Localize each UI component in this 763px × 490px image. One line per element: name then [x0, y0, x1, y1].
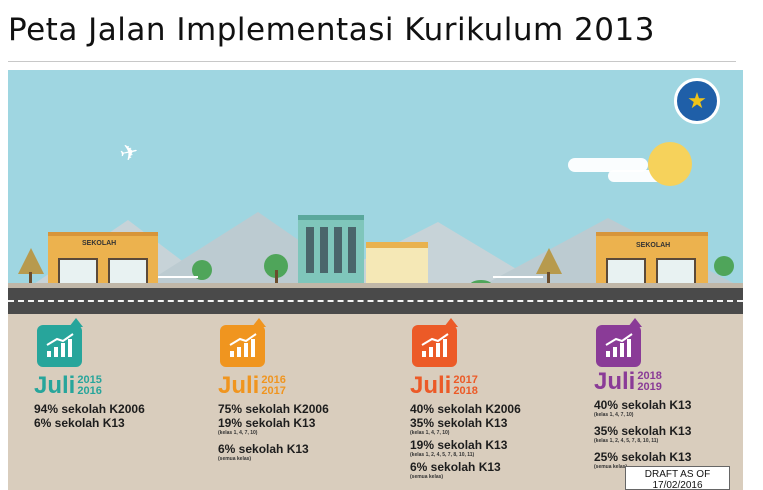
stat-sub: (kelas 1, 4, 7, 10): [410, 430, 450, 436]
stat-sub: (kelas 1, 4, 7, 10): [594, 412, 634, 418]
sidewalk: [8, 283, 743, 289]
stat-line: 25% sekolah K13: [594, 450, 692, 464]
stat-line: 6% sekolah K13: [410, 460, 501, 474]
growth-chart-icon: [596, 318, 642, 367]
phase-4-date: Juli 2018 2019: [594, 368, 662, 396]
school-sign: SEKOLAH: [82, 240, 117, 247]
stat-line: 19% sekolah K13: [410, 438, 508, 452]
stat-line: 75% sekolah K2006: [218, 402, 329, 416]
page-title: Peta Jalan Implementasi Kurikulum 2013: [8, 12, 655, 48]
stat-line: 6% sekolah K13: [34, 416, 125, 430]
phase-2-date: Juli 2016 2017: [218, 372, 286, 400]
tree: [192, 260, 212, 280]
stat-line: 94% sekolah K2006: [34, 402, 145, 416]
year-end: 2016: [77, 385, 102, 397]
stat-line: 35% sekolah K13: [594, 424, 692, 438]
stat-sub: (kelas 1, 4, 7, 10): [218, 430, 258, 436]
stat-line: 40% sekolah K2006: [410, 402, 521, 416]
school-sign: SEKOLAH: [636, 242, 671, 249]
ministry-logo: ★: [674, 78, 720, 124]
title-divider: [8, 61, 736, 62]
juli-label: Juli: [218, 372, 260, 399]
tree-trunk: [275, 270, 278, 286]
year-start: 2015: [77, 374, 102, 386]
roadmap-illustration: ✈ ★ SEKOLAH SEKOLAH: [8, 70, 743, 490]
phase-2-stats: 75% sekolah K2006 19% sekolah K13 (kelas…: [218, 402, 329, 464]
stat-line: 35% sekolah K13: [410, 416, 508, 430]
juli-label: Juli: [594, 368, 636, 395]
building-windows: [306, 227, 356, 273]
school-window: [108, 258, 148, 287]
stat-line: 6% sekolah K13: [218, 442, 309, 456]
year-start: 2016: [261, 374, 286, 386]
stat-line: 40% sekolah K13: [594, 398, 692, 412]
shop-building: [366, 242, 428, 287]
stat-sub: (semua kelas): [410, 474, 444, 480]
phase-1-date: Juli 2015 2016: [34, 372, 102, 400]
draft-stamp: DRAFT AS OF 17/02/2016: [625, 466, 730, 490]
year-start: 2017: [453, 374, 478, 386]
growth-chart-icon: [412, 318, 458, 367]
school-window: [58, 258, 98, 287]
sun-illustration: [648, 142, 692, 186]
growth-chart-icon: [37, 318, 83, 367]
year-start: 2018: [637, 370, 662, 382]
stat-line: 19% sekolah K13: [218, 416, 316, 430]
phase-4-stats: 40% sekolah K13 (kelas 1, 4, 7, 10) 35% …: [594, 398, 691, 472]
tree: [536, 248, 562, 286]
road-marking: [8, 300, 743, 302]
cloud: [568, 158, 648, 172]
juli-label: Juli: [410, 372, 452, 399]
year-end: 2017: [261, 385, 286, 397]
growth-chart-icon: [220, 318, 266, 367]
phase-3-date: Juli 2017 2018: [410, 372, 478, 400]
phase-1-stats: 94% sekolah K2006 6% sekolah K13: [34, 402, 145, 430]
stat-sub: (kelas 1, 2, 4, 5, 7, 8, 10, 11): [594, 438, 659, 444]
stat-sub: (semua kelas): [594, 464, 628, 470]
year-end: 2019: [637, 381, 662, 393]
tree: [714, 256, 734, 276]
stat-sub: (kelas 1, 2, 4, 5, 7, 8, 10, 11): [410, 452, 475, 458]
phase-3-stats: 40% sekolah K2006 35% sekolah K13 (kelas…: [410, 402, 521, 482]
tree: [18, 248, 44, 286]
stat-sub: (semua kelas): [218, 456, 252, 462]
juli-label: Juli: [34, 372, 76, 399]
year-end: 2018: [453, 385, 478, 397]
